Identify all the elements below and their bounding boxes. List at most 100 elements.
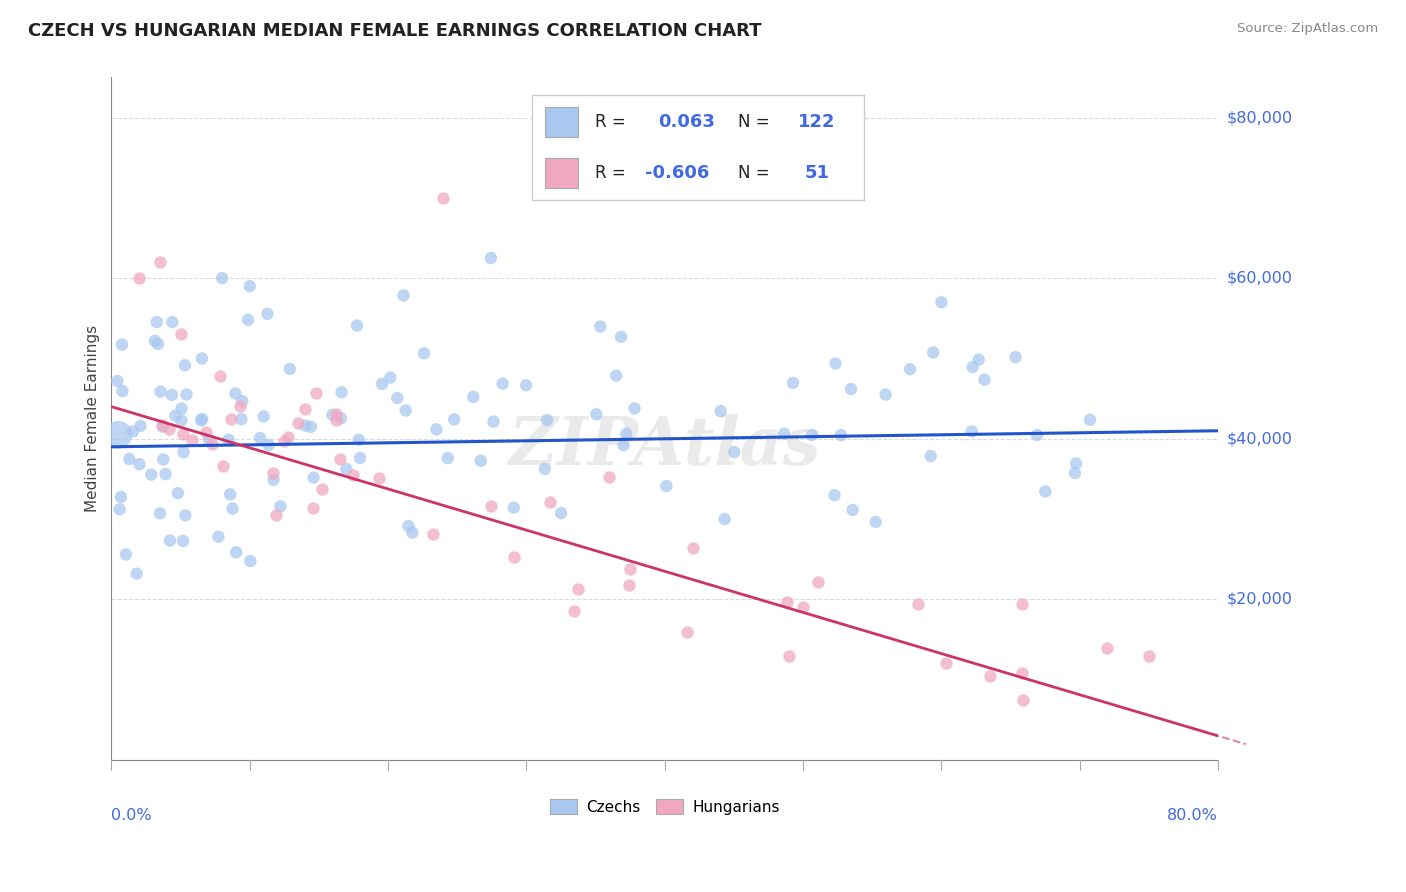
Text: ZIPAtlas: ZIPAtlas xyxy=(509,414,821,478)
Point xyxy=(482,415,505,429)
Point xyxy=(302,500,325,515)
Point xyxy=(502,500,524,515)
Point xyxy=(515,378,537,392)
Point xyxy=(830,428,852,442)
Point xyxy=(329,411,352,425)
Point xyxy=(146,315,169,329)
Point xyxy=(105,374,128,388)
Text: $20,000: $20,000 xyxy=(1226,592,1292,607)
Point xyxy=(1064,466,1087,480)
Y-axis label: Median Female Earnings: Median Female Earnings xyxy=(86,326,100,512)
Point xyxy=(713,512,735,526)
Point xyxy=(655,479,678,493)
Point xyxy=(191,412,214,426)
Point xyxy=(228,399,250,413)
Point xyxy=(277,430,299,444)
Point xyxy=(935,656,957,670)
Point xyxy=(321,408,343,422)
Point xyxy=(782,376,804,390)
Point xyxy=(710,404,733,418)
Point xyxy=(589,319,612,334)
Point xyxy=(294,402,316,417)
Point xyxy=(617,578,640,592)
Point xyxy=(128,457,150,471)
Point xyxy=(263,473,285,487)
Point xyxy=(239,554,262,568)
Point xyxy=(463,390,485,404)
Legend: Czechs, Hungarians: Czechs, Hungarians xyxy=(544,792,786,821)
Point xyxy=(1026,428,1049,442)
Point xyxy=(122,425,145,439)
Point xyxy=(1035,484,1057,499)
Point xyxy=(169,327,191,342)
Point xyxy=(141,467,163,482)
Point xyxy=(619,562,641,576)
Point xyxy=(396,519,419,533)
Point xyxy=(110,490,132,504)
Point xyxy=(491,376,513,391)
Point xyxy=(436,451,458,466)
Point xyxy=(162,315,184,329)
Point xyxy=(960,425,983,439)
Point xyxy=(294,418,316,433)
Point xyxy=(349,451,371,466)
Point xyxy=(346,318,368,333)
Point xyxy=(347,433,370,447)
Point xyxy=(128,271,150,285)
Point xyxy=(278,362,301,376)
Text: $60,000: $60,000 xyxy=(1226,270,1292,285)
Point xyxy=(325,412,347,426)
Point xyxy=(1064,457,1087,471)
Point xyxy=(931,295,953,310)
Point xyxy=(194,425,217,440)
Point xyxy=(962,360,984,375)
Point xyxy=(425,422,447,436)
Point xyxy=(533,462,555,476)
Text: 80.0%: 80.0% xyxy=(1167,808,1218,823)
Point xyxy=(115,548,138,562)
Point xyxy=(371,376,394,391)
Point xyxy=(778,648,800,663)
Point xyxy=(567,582,589,597)
Point xyxy=(129,418,152,433)
Point xyxy=(1012,693,1035,707)
Point xyxy=(143,334,166,348)
Point xyxy=(170,401,193,416)
Point xyxy=(236,312,259,326)
Point xyxy=(225,545,247,559)
Point xyxy=(157,422,180,436)
Point xyxy=(613,438,636,452)
Point xyxy=(159,533,181,548)
Point xyxy=(218,433,240,447)
Point xyxy=(311,483,333,497)
Point xyxy=(174,508,197,523)
Point xyxy=(335,462,357,476)
Point xyxy=(170,414,193,428)
Point xyxy=(614,426,637,441)
Text: $80,000: $80,000 xyxy=(1226,110,1292,125)
Point xyxy=(249,431,271,445)
Point xyxy=(209,368,232,383)
Point xyxy=(264,508,287,522)
Point xyxy=(922,345,945,359)
Point xyxy=(342,468,364,483)
Point xyxy=(1137,648,1160,663)
Point xyxy=(257,438,280,452)
Point xyxy=(610,330,633,344)
Point xyxy=(422,527,444,541)
Point xyxy=(152,452,174,467)
Point xyxy=(973,373,995,387)
Point xyxy=(841,503,863,517)
Point xyxy=(776,595,799,609)
Point xyxy=(180,433,202,447)
Point xyxy=(967,352,990,367)
Point xyxy=(479,251,502,265)
Point xyxy=(190,413,212,427)
Point xyxy=(550,506,572,520)
Point xyxy=(824,488,846,502)
Point xyxy=(329,452,352,467)
Point xyxy=(773,426,796,441)
Point xyxy=(443,412,465,426)
Point xyxy=(387,391,409,405)
Point xyxy=(165,409,187,423)
